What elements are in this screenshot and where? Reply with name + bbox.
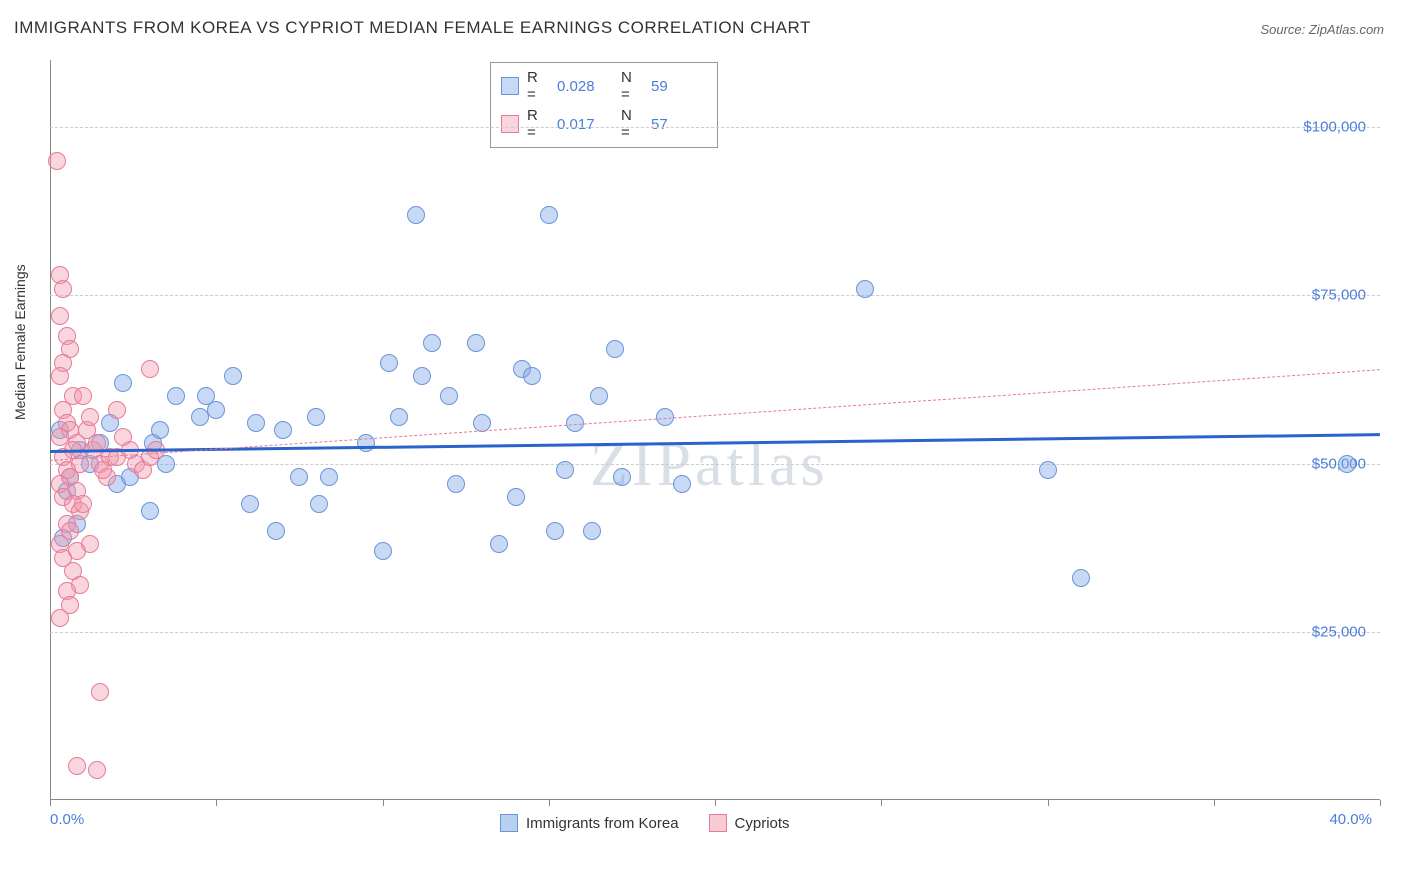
data-point: [141, 360, 159, 378]
data-point: [48, 152, 66, 170]
data-point: [1072, 569, 1090, 587]
legend-bottom-label-1: Cypriots: [735, 815, 790, 832]
grid-line: [50, 127, 1380, 128]
series-legend: Immigrants from Korea Cypriots: [500, 814, 790, 832]
legend-bottom-swatch-0: [500, 814, 518, 832]
data-point: [114, 374, 132, 392]
x-tick: [1380, 800, 1381, 806]
data-point: [310, 495, 328, 513]
data-point: [167, 387, 185, 405]
data-point: [606, 340, 624, 358]
data-point: [590, 387, 608, 405]
legend-row-1: R = 0.017 N = 57: [501, 105, 707, 143]
x-tick: [715, 800, 716, 806]
x-tick: [216, 800, 217, 806]
data-point: [507, 488, 525, 506]
data-point: [74, 387, 92, 405]
x-tick: [1048, 800, 1049, 806]
data-point: [423, 334, 441, 352]
correlation-legend: R = 0.028 N = 59 R = 0.017 N = 57: [490, 62, 718, 148]
source-label: Source: ZipAtlas.com: [1260, 22, 1384, 37]
data-point: [1039, 461, 1057, 479]
y-tick-label: $75,000: [1312, 287, 1366, 304]
data-point: [556, 461, 574, 479]
data-point: [320, 468, 338, 486]
grid-line: [50, 464, 1380, 465]
trend-line: [50, 433, 1380, 453]
data-point: [91, 683, 109, 701]
x-tick: [549, 800, 550, 806]
data-point: [74, 495, 92, 513]
data-point: [94, 461, 112, 479]
legend-r-value-0: 0.028: [557, 78, 613, 95]
x-tick: [50, 800, 51, 806]
y-tick-label: $25,000: [1312, 623, 1366, 640]
data-point: [307, 408, 325, 426]
data-point: [88, 761, 106, 779]
x-tick: [383, 800, 384, 806]
grid-line: [50, 295, 1380, 296]
data-point: [380, 354, 398, 372]
data-point: [546, 522, 564, 540]
data-point: [583, 522, 601, 540]
chart-title: IMMIGRANTS FROM KOREA VS CYPRIOT MEDIAN …: [14, 18, 811, 38]
data-point: [613, 468, 631, 486]
legend-n-value-1: 57: [651, 116, 707, 133]
data-point: [390, 408, 408, 426]
y-axis-label: Median Female Earnings: [12, 264, 28, 420]
data-point: [490, 535, 508, 553]
legend-n-label: N =: [621, 69, 643, 103]
data-point: [141, 502, 159, 520]
legend-swatch-0: [501, 77, 519, 95]
x-tick: [881, 800, 882, 806]
legend-item-0: Immigrants from Korea: [500, 814, 679, 832]
data-point: [68, 757, 86, 775]
data-point: [267, 522, 285, 540]
grid-line: [50, 632, 1380, 633]
legend-r-label: R =: [527, 107, 549, 141]
data-point: [54, 280, 72, 298]
data-point: [274, 421, 292, 439]
legend-row-0: R = 0.028 N = 59: [501, 67, 707, 105]
data-point: [673, 475, 691, 493]
data-point: [51, 367, 69, 385]
data-point: [407, 206, 425, 224]
legend-n-value-0: 59: [651, 78, 707, 95]
data-point: [523, 367, 541, 385]
data-point: [290, 468, 308, 486]
data-point: [241, 495, 259, 513]
data-point: [51, 609, 69, 627]
data-point: [207, 401, 225, 419]
data-point: [413, 367, 431, 385]
data-point: [191, 408, 209, 426]
data-point: [1338, 455, 1356, 473]
data-point: [151, 421, 169, 439]
data-point: [108, 401, 126, 419]
legend-swatch-1: [501, 115, 519, 133]
legend-r-label: R =: [527, 69, 549, 103]
x-axis-start-label: 0.0%: [50, 811, 84, 828]
data-point: [440, 387, 458, 405]
x-axis-end-label: 40.0%: [1329, 811, 1372, 828]
data-point: [224, 367, 242, 385]
legend-bottom-label-0: Immigrants from Korea: [526, 815, 679, 832]
data-point: [467, 334, 485, 352]
y-tick-label: $100,000: [1303, 119, 1366, 136]
data-point: [51, 307, 69, 325]
legend-item-1: Cypriots: [709, 814, 790, 832]
x-tick: [1214, 800, 1215, 806]
data-point: [374, 542, 392, 560]
legend-bottom-swatch-1: [709, 814, 727, 832]
data-point: [540, 206, 558, 224]
legend-n-label: N =: [621, 107, 643, 141]
data-point: [81, 408, 99, 426]
legend-r-value-1: 0.017: [557, 116, 613, 133]
data-point: [247, 414, 265, 432]
data-point: [856, 280, 874, 298]
plot-area: ZIPatlas R = 0.028 N = 59 R = 0.017 N = …: [50, 60, 1380, 830]
data-point: [447, 475, 465, 493]
data-point: [81, 535, 99, 553]
